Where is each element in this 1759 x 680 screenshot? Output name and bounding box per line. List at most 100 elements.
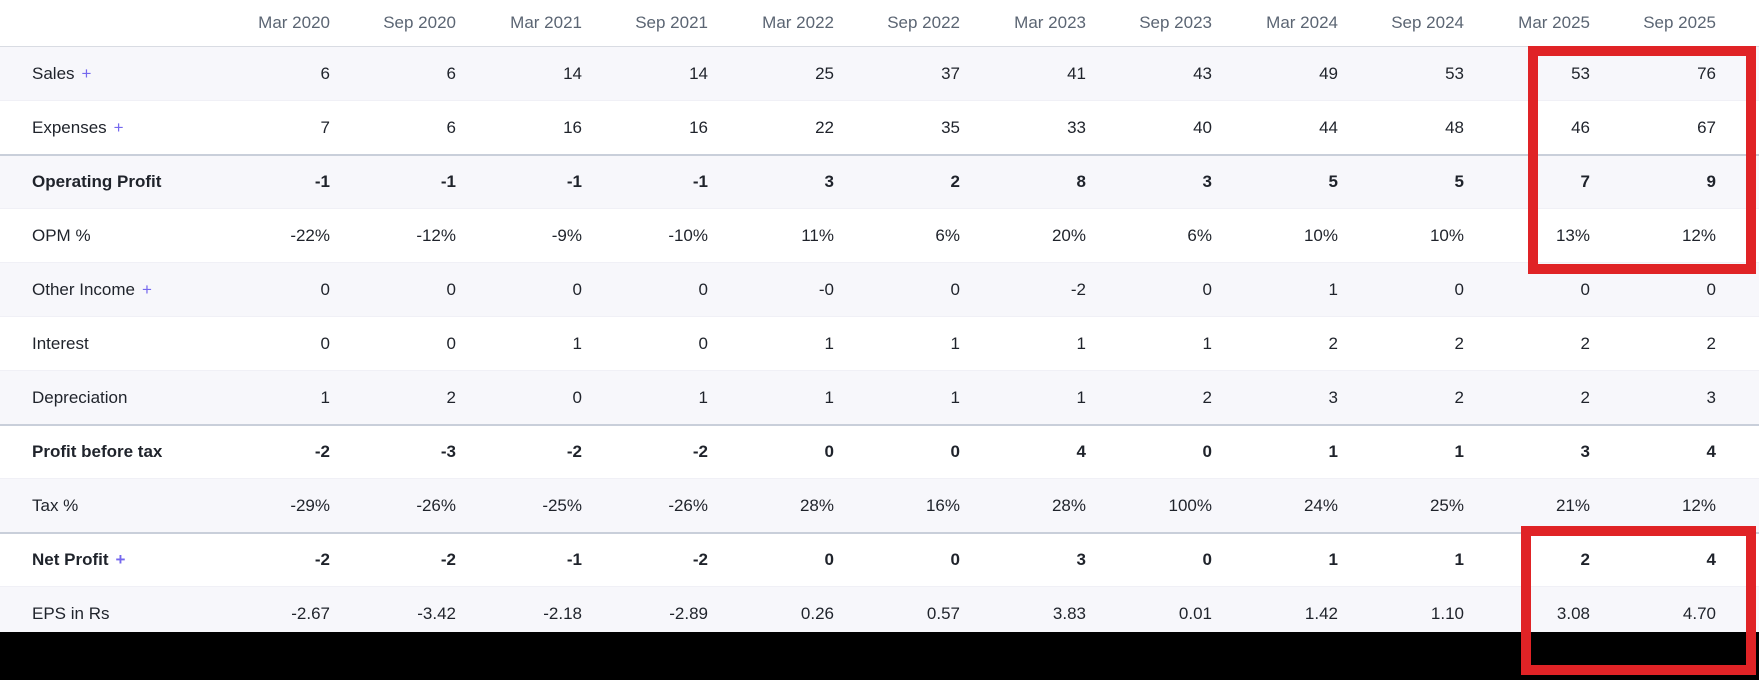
table-cell: 6 <box>320 63 330 83</box>
table-cell: 3 <box>1076 550 1086 569</box>
table-cell: 48 <box>1445 117 1464 137</box>
column-header-sep-2023: Sep 2023 <box>1139 13 1212 32</box>
column-header-mar-2025: Mar 2025 <box>1518 13 1590 32</box>
table-cell: 0 <box>950 550 960 569</box>
row-label-net-profit: Net Profit + <box>0 550 204 570</box>
table-header-row: Mar 2020 Sep 2020 Mar 2021 Sep 2021 Mar 2022… <box>0 0 1759 46</box>
row-label-eps: EPS in Rs <box>0 604 204 624</box>
table-cell: 25% <box>1429 495 1464 515</box>
table-cell: 76 <box>1697 63 1716 83</box>
expand-row-link-expenses[interactable]: + <box>113 117 124 137</box>
table-cell: 2 <box>1580 333 1590 353</box>
table-cell: 3 <box>1202 172 1212 191</box>
bottom-black-bar <box>0 632 1759 680</box>
table-cell: 9 <box>1706 172 1716 191</box>
table-cell: 2 <box>950 172 960 191</box>
table-row-expenses: Expenses +7 6 16 16 22 35 33 40 44 48 46 67 <box>0 100 1759 154</box>
table-cell: 7 <box>1580 172 1590 191</box>
column-header-sep-2024: Sep 2024 <box>1391 13 1464 32</box>
table-cell: 1 <box>1454 550 1464 569</box>
row-label-tax-percent: Tax % <box>0 496 204 516</box>
row-label-expenses: Expenses + <box>0 118 204 138</box>
table-cell: -2 <box>692 442 708 461</box>
table-cell: -2.89 <box>669 603 708 623</box>
table-row-other-income: Other Income +0 0 0 0 -0 0 -2 0 1 0 0 0 <box>0 262 1759 316</box>
table-cell: 16 <box>689 117 708 137</box>
table-cell: 33 <box>1067 117 1086 137</box>
table-cell: 0 <box>1580 279 1590 299</box>
table-cell: 1 <box>1076 333 1086 353</box>
table-cell: 1 <box>1202 333 1212 353</box>
table-cell: 2 <box>1580 387 1590 407</box>
table-cell: -2 <box>314 442 330 461</box>
expand-row-link-sales[interactable]: + <box>81 63 92 83</box>
column-header-mar-2023: Mar 2023 <box>1014 13 1086 32</box>
expand-row-link-net-profit[interactable]: + <box>115 550 126 569</box>
table-cell: 0 <box>1202 442 1212 461</box>
row-label-opm-percent: OPM % <box>0 226 204 246</box>
row-label-sales: Sales + <box>0 64 204 84</box>
table-cell: 16 <box>563 117 582 137</box>
table-cell: 4 <box>1076 442 1086 461</box>
table-cell: 3 <box>824 172 834 191</box>
table-cell: -2 <box>440 550 456 569</box>
table-cell: 0.01 <box>1178 603 1212 623</box>
table-cell: -26% <box>668 495 708 515</box>
table-cell: 1 <box>824 333 834 353</box>
row-label-depreciation: Depreciation <box>0 388 204 408</box>
table-cell: 5 <box>1454 172 1464 191</box>
table-cell: -2 <box>1070 279 1086 299</box>
row-label-text: Depreciation <box>32 387 128 407</box>
table-cell: 46 <box>1571 117 1590 137</box>
row-label-text: Operating Profit <box>32 172 162 191</box>
table-cell: 43 <box>1193 63 1212 83</box>
table-cell: 0 <box>446 279 456 299</box>
table-cell: -0 <box>818 279 834 299</box>
table-cell: 11% <box>801 225 834 245</box>
row-label-text: Tax % <box>32 495 79 515</box>
row-label-profit-before-tax: Profit before tax <box>0 442 204 462</box>
table-cell: 21% <box>1555 495 1590 515</box>
table-cell: 0 <box>698 279 708 299</box>
table-cell: 1 <box>1076 387 1086 407</box>
table-cell: 53 <box>1445 63 1464 83</box>
table-cell: 3.83 <box>1052 603 1086 623</box>
table-cell: 24% <box>1303 495 1338 515</box>
table-row-eps: EPS in Rs -2.67 -3.42 -2.18 -2.89 0.26 0.57 3.8… <box>0 586 1759 640</box>
table-cell: 14 <box>689 63 708 83</box>
table-cell: 35 <box>941 117 960 137</box>
table-cell: 2 <box>1580 550 1590 569</box>
table-cell: 2 <box>1454 333 1464 353</box>
table-cell: 100% <box>1168 495 1212 515</box>
column-header-sep-2020: Sep 2020 <box>383 13 456 32</box>
table-cell: -9% <box>551 225 582 245</box>
table-cell: 67 <box>1697 117 1716 137</box>
table-cell: -2.67 <box>291 603 330 623</box>
table-row-sales: Sales +6 6 14 14 25 37 41 43 49 53 53 76 <box>0 46 1759 100</box>
table-row-interest: Interest 0 0 1 0 1 1 1 1 2 2 2 2 <box>0 316 1759 370</box>
row-label-text: Expenses <box>32 117 107 137</box>
table-cell: 3 <box>1706 387 1716 407</box>
table-cell: 1 <box>824 387 834 407</box>
table-cell: 0 <box>824 550 834 569</box>
table-cell: 1 <box>698 387 708 407</box>
table-cell: 3.08 <box>1556 603 1590 623</box>
table-cell: 6 <box>446 63 456 83</box>
table-cell: 41 <box>1067 63 1086 83</box>
table-cell: 6% <box>935 225 960 245</box>
table-row-profit-before-tax: Profit before tax -2 -3 -2 -2 0 0 4 0 1 1 3 4 <box>0 424 1759 478</box>
table-cell: -1 <box>440 172 456 191</box>
row-label-other-income: Other Income + <box>0 280 204 300</box>
table-cell: 0.57 <box>926 603 960 623</box>
row-label-text: Profit before tax <box>32 442 163 461</box>
table-cell: -2 <box>314 550 330 569</box>
row-label-text: OPM % <box>32 225 91 245</box>
table-cell: 1 <box>1454 442 1464 461</box>
table-cell: 1 <box>950 387 960 407</box>
table-cell: 14 <box>563 63 582 83</box>
table-cell: -29% <box>290 495 330 515</box>
column-header-sep-2022: Sep 2022 <box>887 13 960 32</box>
table-cell: 1.42 <box>1304 603 1338 623</box>
expand-row-link-other-income[interactable]: + <box>142 279 152 299</box>
table-cell: -22% <box>290 225 330 245</box>
